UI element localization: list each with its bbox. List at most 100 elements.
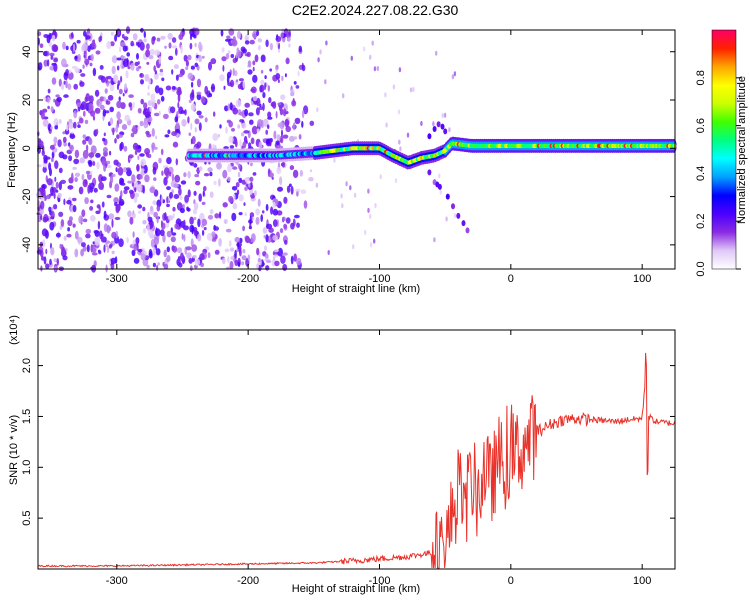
spectrogram-noise-cell	[94, 237, 100, 246]
spectrogram-noise-cell	[293, 81, 297, 85]
spectrogram-noise-cell	[255, 208, 260, 216]
spectrogram-noise-cell	[180, 180, 187, 185]
spectrogram-noise-cell	[234, 139, 238, 148]
spectrogram-noise-cell	[48, 32, 52, 41]
spectrogram-noise-cell	[173, 194, 180, 199]
spectrogram-noise-cell	[120, 59, 123, 69]
spectrogram-noise-cell	[157, 262, 161, 266]
spectrogram-noise-cell	[83, 54, 86, 58]
spectrogram-noise-cell	[214, 249, 220, 255]
spectrogram-noise-cell	[125, 167, 131, 171]
spectrogram-noise-cell	[352, 244, 355, 250]
spectrogram-noise-cell	[188, 99, 192, 103]
spectrogram-noise-cell	[106, 194, 112, 199]
spectrogram-noise-cell	[143, 30, 146, 39]
spectrogram-noise-cell	[143, 102, 148, 110]
spectrogram-noise-cell	[40, 214, 43, 221]
spectrogram-noise-cell	[369, 242, 373, 248]
spectrogram-noise-cell	[265, 253, 269, 260]
spectrogram-noise-cell	[333, 157, 336, 163]
spectrogram-noise-cell	[139, 120, 144, 127]
spectrogram-noise-cell	[64, 128, 70, 135]
spectrogram-noise-cell	[385, 122, 388, 128]
spectrogram-noise-cell	[277, 79, 280, 83]
spectrogram-noise-cell	[260, 214, 264, 223]
spectrogram-noise-cell	[301, 109, 305, 119]
spectrogram-noise-cell	[123, 167, 127, 173]
spectrogram-noise-cell	[51, 34, 56, 42]
spectrogram-noise-cell	[124, 83, 127, 91]
spectrogram-noise-cell	[369, 213, 372, 219]
spectrogram-noise-cell	[204, 117, 208, 123]
spectrogram-noise-cell	[111, 218, 114, 228]
spectrogram-noise-cell	[119, 46, 122, 53]
spectrogram-noise-cell	[281, 75, 284, 81]
spectrogram-noise-cell	[227, 256, 230, 264]
spectrogram-noise-cell	[45, 248, 48, 255]
spectrogram-noise-cell	[45, 98, 49, 102]
spectrogram-noise-cell	[284, 239, 288, 245]
spectrogram-noise-cell	[133, 257, 140, 264]
spectrogram-noise-cell	[308, 177, 314, 182]
spectrogram-noise-cell	[398, 139, 401, 145]
spectrogram-noise-cell	[122, 45, 128, 52]
spectrogram-noise-cell	[89, 206, 94, 211]
spectrogram-noise-cell	[53, 204, 58, 210]
spectrogram-noise-cell	[283, 223, 287, 229]
spectrogram-noise-cell	[123, 58, 129, 68]
spectrogram-noise-cell	[193, 229, 198, 237]
spectrogram-noise-cell	[249, 215, 252, 225]
spectrogram-noise-cell	[232, 202, 238, 210]
spectrogram-noise-cell	[114, 138, 117, 144]
spectrogram-noise-cell	[277, 247, 283, 257]
spectrogram-noise-cell	[263, 245, 268, 251]
spectrogram-noise-cell	[241, 122, 247, 129]
spectrogram-noise-cell	[267, 124, 270, 129]
spectrogram-noise-cell	[82, 179, 88, 188]
spectrogram-noise-cell	[55, 94, 60, 98]
snr-x-ticks: -300 -200 -100 0 100	[106, 330, 651, 587]
spectrogram-noise-cell	[201, 229, 205, 236]
spectrogram-noise-cell	[128, 94, 134, 98]
spectrogram-noise-cell	[211, 238, 217, 242]
spectrogram-noise-cell	[166, 246, 170, 253]
spectrogram-noise-cell	[115, 205, 120, 214]
spectrogram-noise-cell	[79, 117, 84, 124]
spectrogram-noise-cell	[252, 74, 258, 83]
spectrogram-noise-cell	[93, 187, 98, 193]
spectrogram-noise-cell	[126, 52, 130, 57]
spectrogram-noise-cell	[123, 186, 130, 191]
spectrogram-noise-cell	[46, 59, 50, 67]
spectrogram-noise-cell	[164, 212, 167, 221]
spectrogram-noise-cell	[185, 246, 192, 251]
spectrogram-noise-cell	[229, 260, 234, 270]
spectrogram-noise-cell	[165, 85, 172, 91]
spectrogram-noise-cell	[81, 209, 86, 217]
spectrogram-noise-cell	[74, 172, 81, 177]
spectrogram-noise-cell	[282, 134, 289, 139]
spectrogram-noise-cell	[231, 212, 237, 222]
spectrogram-noise-cell	[227, 176, 231, 182]
spectrogram-noise-cell	[194, 127, 197, 133]
spectrogram-noise-cell	[124, 114, 130, 122]
spectrogram-noise-cell	[228, 195, 234, 203]
spectrogram-noise-cell	[90, 244, 97, 248]
spectrogram-noise-cell	[239, 139, 242, 148]
spectrogram-noise-cell	[118, 96, 121, 102]
spectrogram-noise-cell	[241, 255, 247, 261]
spectrogram-noise-cell	[135, 66, 140, 72]
spectrogram-noise-cell	[227, 103, 231, 111]
spectrogram-noise-cell	[118, 88, 123, 95]
spectrogram-noise-cell	[276, 134, 281, 142]
spectrogram-noise-cell	[100, 236, 107, 243]
spectrogram-noise-cell	[257, 38, 263, 43]
spectrogram-noise-cell	[47, 105, 50, 110]
spectrogram-noise-cell	[153, 177, 157, 182]
spectrogram-noise-cell	[128, 154, 134, 159]
spectrogram-noise-cell	[203, 173, 210, 177]
spectrogram-noise-cell	[60, 83, 65, 90]
spectrogram-noise-cell	[219, 124, 222, 129]
spectrogram-noise-cell	[72, 166, 77, 170]
spectrogram-noise-cell	[88, 102, 94, 112]
spectrogram-frame	[37, 29, 676, 270]
